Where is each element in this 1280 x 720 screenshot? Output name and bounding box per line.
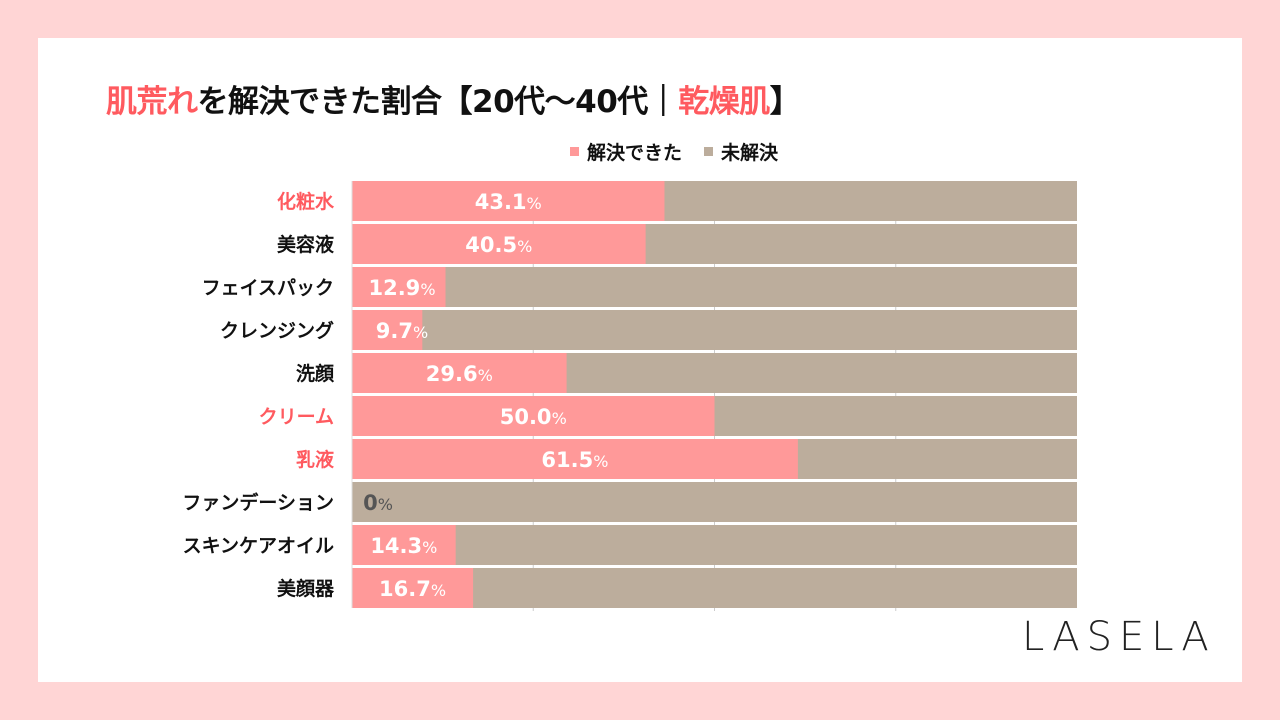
category-label: 洗顔	[296, 362, 335, 385]
bar-solved	[352, 353, 567, 393]
bar-unsolved	[352, 267, 1077, 307]
category-label: クレンジング	[220, 319, 334, 342]
bar-solved	[352, 439, 798, 479]
bar-solved	[352, 310, 423, 350]
category-label: スキンケアオイル	[183, 535, 334, 557]
bar-solved	[352, 224, 646, 264]
value-label: 12.9%	[368, 276, 435, 300]
legend-swatch	[704, 147, 714, 156]
category-label: 乳液	[296, 448, 335, 471]
value-label: 9.7%	[376, 319, 428, 343]
bar-unsolved	[352, 482, 1077, 522]
bar-solved	[352, 396, 715, 436]
legend: 解決できた 未解決	[570, 138, 778, 165]
bar-solved	[352, 525, 456, 565]
value-label: 50.0%	[500, 405, 567, 429]
value-label: 43.1%	[475, 190, 542, 214]
value-label: 0%	[363, 491, 393, 515]
bar-solved	[352, 267, 446, 307]
category-label: 化粧水	[277, 190, 335, 213]
category-label: クリーム	[259, 406, 334, 428]
category-label: ファンデーション	[182, 491, 334, 514]
value-label: 40.5%	[465, 233, 532, 257]
category-label: 美容液	[277, 233, 335, 256]
bar-solved	[352, 181, 665, 221]
value-label: 16.7%	[379, 577, 446, 601]
value-label: 14.3%	[370, 534, 437, 558]
value-label: 29.6%	[426, 362, 493, 386]
lasela-logo: LASELA	[1022, 614, 1216, 660]
bar-unsolved	[352, 525, 1077, 565]
value-label: 61.5%	[541, 448, 608, 472]
bar-solved	[352, 568, 474, 608]
legend-swatch	[570, 147, 579, 156]
legend-item-solved: 解決できた	[570, 138, 682, 165]
category-label: フェイスパック	[202, 277, 334, 299]
category-label: 美顔器	[277, 577, 335, 600]
bar-unsolved	[352, 310, 1077, 350]
chart-title: 肌荒れを解決できた割合【20代〜40代｜乾燥肌】	[106, 84, 801, 120]
legend-item-unsolved: 未解決	[704, 138, 778, 165]
